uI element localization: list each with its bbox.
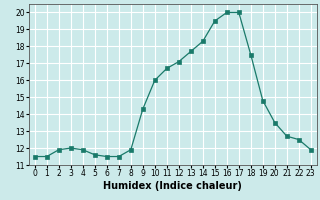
X-axis label: Humidex (Indice chaleur): Humidex (Indice chaleur) <box>103 181 242 191</box>
